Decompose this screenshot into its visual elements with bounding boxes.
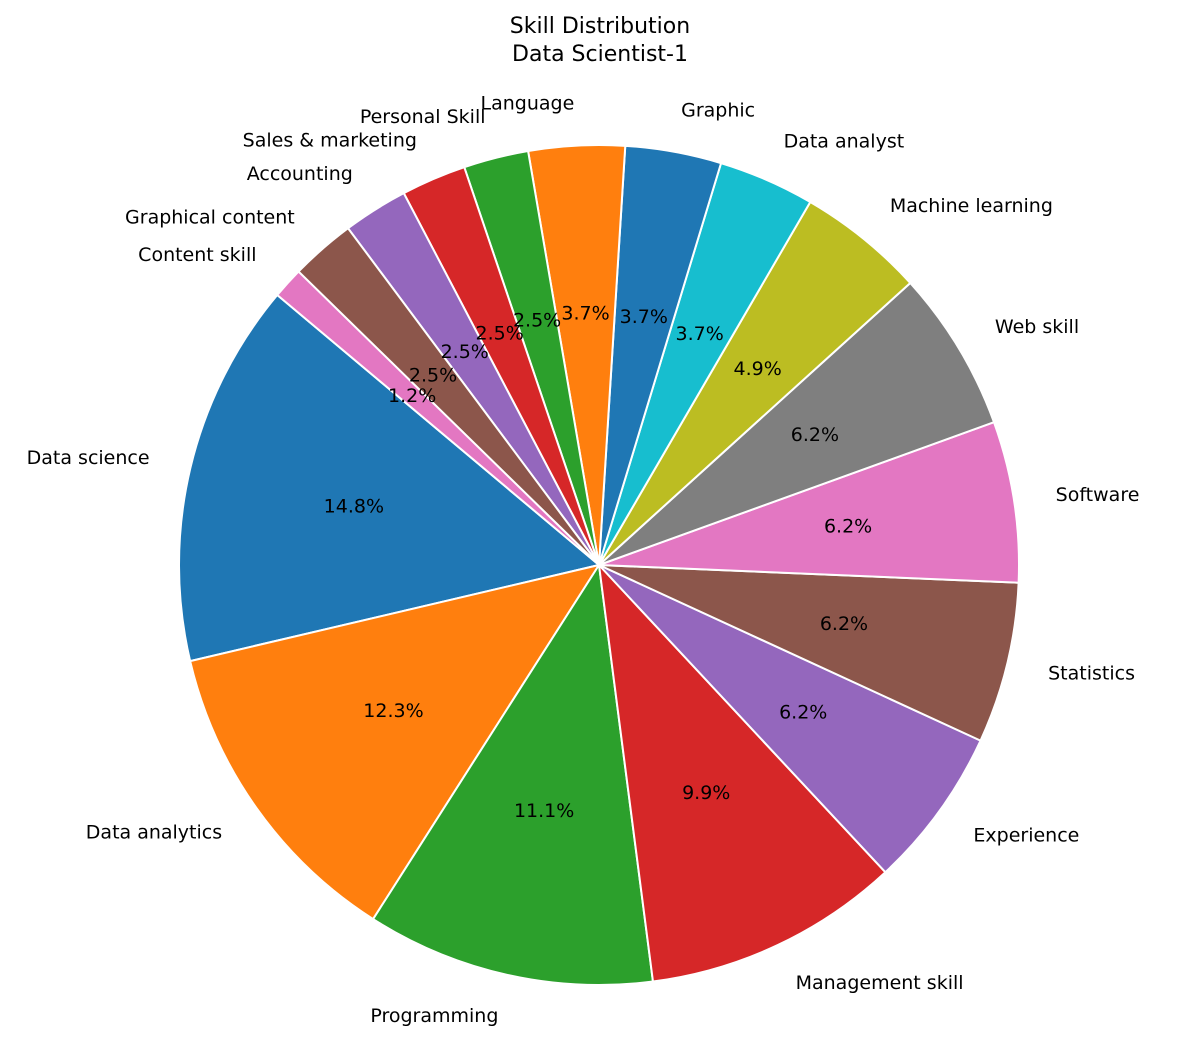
chart-title: Skill Distribution bbox=[510, 14, 690, 39]
percent-label-software: 6.2% bbox=[824, 516, 872, 538]
category-label-language: Language bbox=[481, 93, 575, 115]
slice-data-science bbox=[178, 293, 602, 663]
category-label-data-analyst: Data analyst bbox=[784, 130, 905, 152]
percent-label-data-analytics: 12.3% bbox=[363, 700, 423, 722]
category-label-data-science: Data science bbox=[27, 447, 150, 469]
percent-label-accounting: 2.5% bbox=[441, 341, 489, 363]
percent-label-personal-skill: 2.5% bbox=[513, 310, 561, 332]
percent-labels: 14.8% 12.3% 11.1% 9.9% 6.2% 6.2% 6.2% 6.2% 4.9% 3… bbox=[324, 302, 873, 822]
slices-group bbox=[178, 144, 1021, 986]
category-label-graphical-content: Graphical content bbox=[125, 206, 295, 228]
category-label-sales-marketing: Sales & marketing bbox=[243, 129, 417, 151]
slice-web-skill bbox=[598, 281, 996, 566]
category-label-web-skill: Web skill bbox=[995, 316, 1079, 338]
percent-label-statistics: 6.2% bbox=[820, 613, 868, 635]
category-label-programming: Programming bbox=[370, 1005, 498, 1027]
slice-software bbox=[598, 420, 1021, 584]
category-label-personal-skill: Personal Skill bbox=[360, 106, 486, 128]
percent-label-data-analyst: 3.7% bbox=[676, 323, 724, 345]
category-label-graphic: Graphic bbox=[681, 99, 755, 121]
chart-subtitle: Data Scientist-1 bbox=[512, 42, 688, 67]
category-label-accounting: Accounting bbox=[247, 163, 353, 185]
percent-label-data-science: 14.8% bbox=[324, 496, 384, 518]
percent-label-content-skill: 1.2% bbox=[388, 385, 436, 407]
percent-label-experience: 6.2% bbox=[779, 702, 827, 724]
category-label-content-skill: Content skill bbox=[138, 244, 256, 266]
slice-management-skill bbox=[597, 562, 887, 983]
category-label-machine-learning: Machine learning bbox=[890, 195, 1053, 217]
category-label-experience: Experience bbox=[973, 825, 1079, 847]
slice-content-skill bbox=[275, 270, 600, 566]
category-label-data-analytics: Data analytics bbox=[86, 821, 222, 843]
percent-label-programming: 11.1% bbox=[514, 800, 574, 822]
slice-programming bbox=[371, 562, 655, 986]
percent-label-machine-learning: 4.9% bbox=[733, 358, 781, 380]
slice-experience bbox=[598, 564, 982, 874]
category-label-management-skill: Management skill bbox=[796, 972, 964, 994]
percent-label-graphic: 3.7% bbox=[620, 306, 668, 328]
slice-data-analytics bbox=[188, 563, 602, 921]
percent-label-sales-marketing: 2.5% bbox=[476, 322, 524, 344]
percent-label-web-skill: 6.2% bbox=[791, 424, 839, 446]
category-labels: Data science Data analytics Programming Man… bbox=[27, 93, 1140, 1027]
percent-label-language: 3.7% bbox=[561, 302, 609, 324]
percent-label-management-skill: 9.9% bbox=[682, 782, 730, 804]
percent-label-graphical-content: 2.5% bbox=[409, 364, 457, 386]
category-label-statistics: Statistics bbox=[1048, 662, 1135, 684]
category-label-software: Software bbox=[1056, 484, 1140, 506]
slice-statistics bbox=[598, 564, 1020, 742]
